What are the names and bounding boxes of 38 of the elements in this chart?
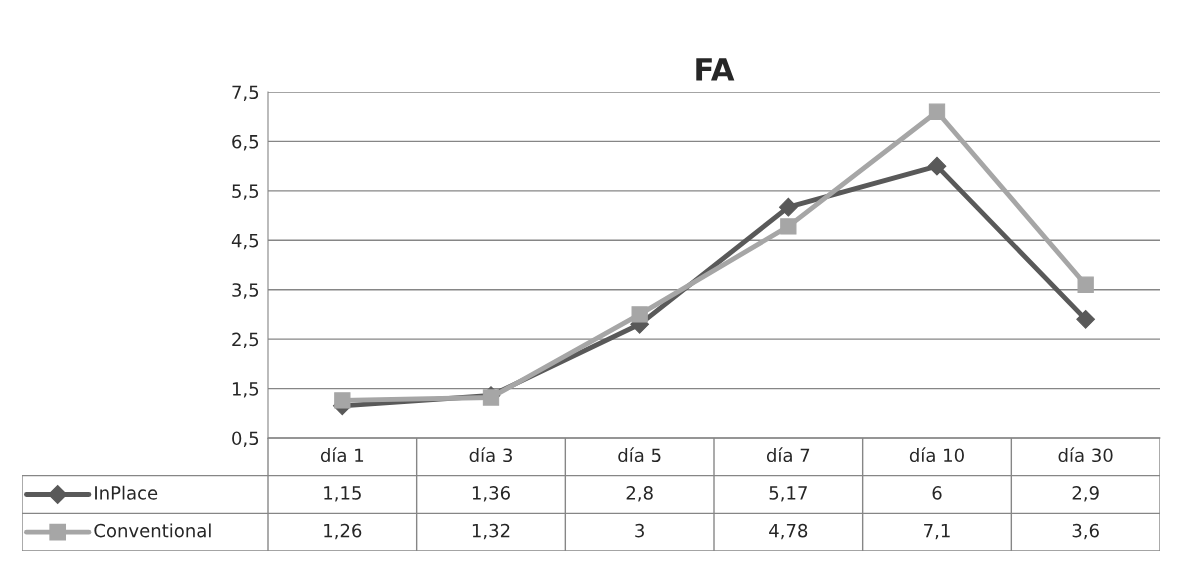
y-tick-label: 1,5 xyxy=(232,382,259,398)
data-label: 1,26 xyxy=(324,523,362,540)
point xyxy=(631,306,648,323)
data-label: 2,8 xyxy=(626,486,653,502)
x-tick-label: día 30 xyxy=(1058,447,1113,463)
y-tick-label: 2,5 xyxy=(232,332,259,349)
y-tick-label: 0,5 xyxy=(232,431,259,447)
point xyxy=(482,389,500,406)
data-label: 2,9 xyxy=(1072,486,1099,502)
point xyxy=(927,156,947,176)
y-tick-label: 5,5 xyxy=(232,184,259,200)
y-tick-label: 3,5 xyxy=(232,283,259,299)
y-tick-label: 7,5 xyxy=(232,85,259,101)
point xyxy=(778,197,798,217)
x-tick-label: día 7 xyxy=(766,447,810,463)
x-tick-label: día 3 xyxy=(469,447,512,463)
x-tick-label: día 1 xyxy=(320,447,364,463)
data-label: 7,1 xyxy=(924,523,950,540)
data-label: 3,6 xyxy=(1072,523,1099,540)
point xyxy=(1076,310,1096,329)
x-tick-label: día 10 xyxy=(909,447,964,463)
data-label: 1,32 xyxy=(472,523,510,540)
point xyxy=(1077,276,1094,293)
data-label: 4,78 xyxy=(769,523,808,540)
y-tick-label: 4,5 xyxy=(231,233,259,250)
legend-label: InPlace xyxy=(95,485,158,500)
legend-label: Conventional xyxy=(94,523,211,538)
data-label: 5,17 xyxy=(769,486,807,502)
data-label: 6 xyxy=(932,486,942,500)
data-label: 1,15 xyxy=(324,486,361,502)
y-tick-label: 6,5 xyxy=(232,134,259,151)
point xyxy=(928,103,946,120)
point xyxy=(334,392,351,409)
point xyxy=(780,218,797,235)
data-label: 3 xyxy=(635,523,644,538)
x-tick-label: día 5 xyxy=(618,447,661,463)
chart-title: FA xyxy=(696,58,735,81)
data-label: 1,36 xyxy=(472,486,510,502)
